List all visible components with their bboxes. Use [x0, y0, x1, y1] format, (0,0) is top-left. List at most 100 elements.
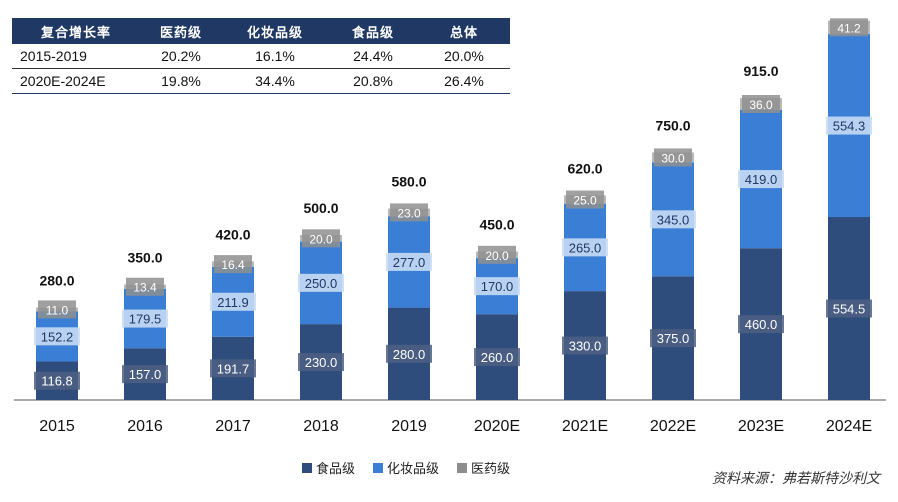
data-label-box [298, 273, 344, 292]
data-label-box [738, 170, 784, 189]
data-label-box [826, 116, 872, 135]
legend-label: 化妆品级 [387, 462, 440, 477]
legend-item-cosmetic: 化妆品级 [373, 458, 439, 477]
data-label-box [390, 203, 428, 222]
data-label: 170.0 [481, 279, 514, 294]
data-label: 11.0 [46, 303, 69, 317]
data-label-box [654, 148, 692, 167]
source-note: 资料来源：弗若斯特沙利文 [712, 471, 880, 487]
data-label: 375.0 [657, 331, 690, 346]
total-label: 580.0 [391, 174, 426, 190]
cagr-value: 20.0% [418, 44, 510, 69]
data-label-box [650, 329, 696, 348]
data-label: 20.0 [309, 232, 333, 246]
data-label: 191.7 [217, 361, 250, 376]
total-label: 915.0 [743, 63, 778, 79]
cagr-value: 24.4% [328, 44, 418, 69]
data-label: 330.0 [569, 339, 602, 354]
x-tick-label: 2017 [215, 418, 251, 435]
data-label-box [298, 353, 344, 372]
data-label: 13.4 [133, 281, 157, 295]
data-label-box [738, 315, 784, 334]
data-label: 554.5 [833, 302, 866, 317]
data-label: 20.0 [485, 249, 509, 263]
cagr-period: 2015-2019 [12, 44, 140, 69]
data-label-box [122, 365, 168, 384]
data-label: 554.3 [833, 119, 866, 134]
cagr-value: 34.4% [222, 68, 328, 94]
x-tick-label: 2016 [127, 418, 163, 435]
x-tick-label: 2021E [562, 418, 608, 435]
legend-item-pharma: 医药级 [457, 458, 510, 477]
cagr-row: 2015-2019 20.2% 16.1% 24.4% 20.0% [12, 44, 510, 69]
data-label: 280.0 [393, 347, 426, 362]
data-label-box [562, 238, 608, 257]
cagr-header-total: 总体 [418, 18, 510, 44]
total-label: 620.0 [567, 160, 602, 176]
cagr-header-cosmetic: 化妆品级 [222, 18, 328, 44]
total-label: 750.0 [655, 118, 690, 134]
data-label: 116.8 [41, 374, 73, 389]
data-label-box [562, 336, 608, 355]
data-label: 23.0 [397, 206, 421, 220]
data-label: 36.0 [749, 98, 773, 112]
data-label-box [214, 255, 252, 274]
data-label: 277.0 [393, 255, 426, 270]
data-label: 16.4 [221, 258, 245, 272]
cagr-header-pharma: 医药级 [140, 18, 222, 44]
data-label-box [34, 327, 80, 346]
cagr-value: 20.2% [140, 44, 222, 69]
data-label-box [210, 359, 256, 378]
data-label-box [122, 309, 168, 328]
data-label: 460.0 [745, 317, 778, 332]
x-tick-label: 2023E [738, 418, 784, 435]
data-label: 250.0 [305, 276, 338, 291]
legend-swatch [373, 462, 384, 473]
legend-label: 食品级 [316, 462, 356, 477]
data-label-box [34, 371, 80, 390]
legend-item-food: 食品级 [302, 458, 355, 477]
cagr-header-food: 食品级 [328, 18, 418, 44]
data-label-box [210, 292, 256, 311]
data-label-box [742, 94, 780, 113]
chart-legend: 食品级 化妆品级 医药级 [302, 458, 510, 477]
data-label: 345.0 [657, 212, 690, 227]
cagr-header-row: 复合增长率 医药级 化妆品级 食品级 总体 [12, 18, 510, 44]
data-label-box [126, 277, 164, 296]
data-label: 265.0 [569, 240, 602, 255]
x-tick-label: 2020E [474, 418, 520, 435]
data-label-box [386, 344, 432, 363]
data-label-box [826, 299, 872, 318]
data-label: 419.0 [745, 172, 778, 187]
data-label-box [474, 277, 520, 296]
cagr-table: 复合增长率 医药级 化妆品级 食品级 总体 2015-2019 20.2% 16… [12, 18, 510, 94]
data-label: 260.0 [481, 350, 514, 365]
data-label-box [650, 210, 696, 229]
cagr-value: 20.8% [328, 68, 418, 94]
total-label: 1150.0 [828, 0, 870, 2]
total-label: 450.0 [479, 217, 514, 233]
legend-label: 医药级 [471, 462, 511, 477]
total-label: 280.0 [39, 273, 74, 289]
data-label-box [830, 18, 868, 37]
data-label-box [38, 300, 76, 319]
x-tick-label: 2024E [826, 418, 872, 435]
legend-swatch [302, 462, 312, 473]
data-label: 157.0 [129, 367, 162, 382]
x-tick-label: 2015 [39, 418, 75, 435]
total-label: 350.0 [127, 250, 162, 266]
cagr-header-label: 复合增长率 [12, 18, 140, 44]
data-label: 211.9 [217, 295, 249, 310]
data-label-box [566, 190, 604, 209]
data-label: 25.0 [573, 194, 597, 208]
cagr-value: 19.8% [140, 68, 222, 94]
cagr-value: 16.1% [222, 44, 328, 69]
data-label: 179.5 [129, 312, 162, 327]
cagr-value: 26.4% [418, 68, 510, 94]
data-label: 152.2 [41, 329, 74, 344]
data-label: 30.0 [661, 151, 685, 165]
x-tick-label: 2022E [650, 418, 696, 435]
cagr-row: 2020E-2024E 19.8% 34.4% 20.8% 26.4% [12, 68, 510, 94]
total-label: 500.0 [303, 200, 338, 216]
